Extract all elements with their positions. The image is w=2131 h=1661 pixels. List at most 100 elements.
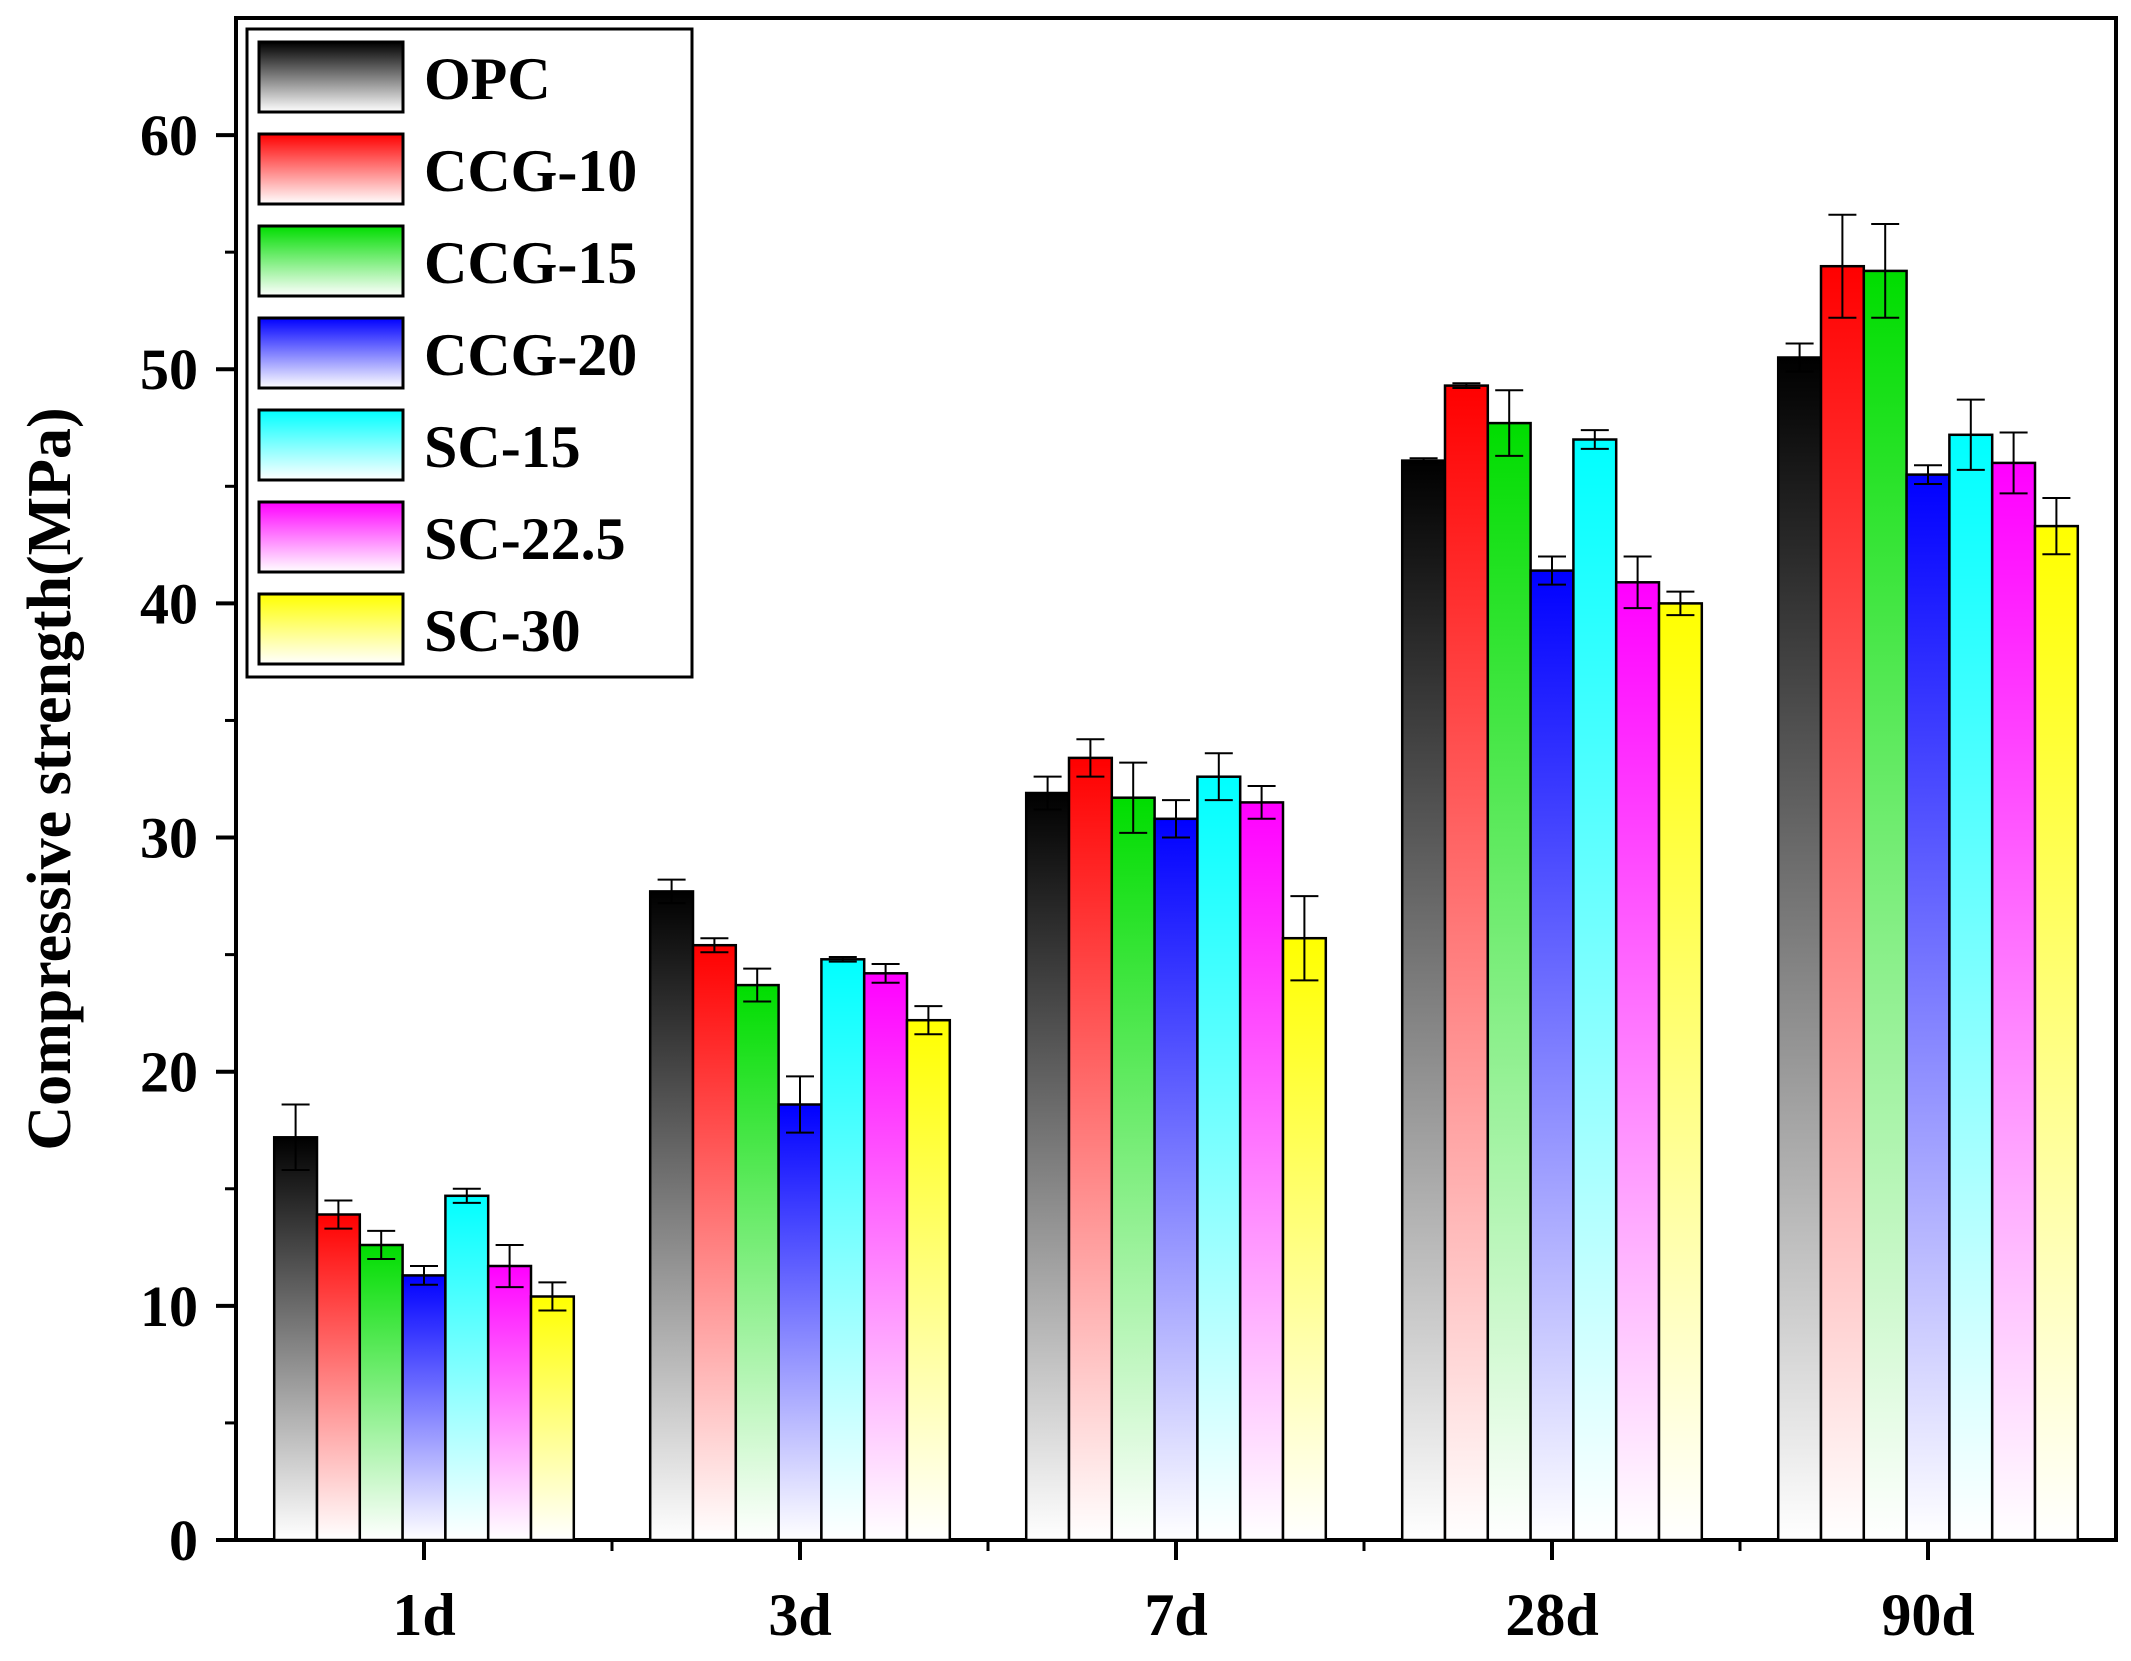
bar-sc-30-90d bbox=[2033, 524, 2080, 1542]
bar-ccg-20-28d bbox=[1529, 569, 1575, 1542]
bar-ccg-20-3d bbox=[777, 1103, 823, 1542]
y-tick-label-40: 40 bbox=[140, 571, 198, 636]
legend-label-ccg-15: CCG-15 bbox=[424, 230, 637, 296]
bar-opc-1d bbox=[272, 1136, 319, 1542]
bar-ccg-10-1d bbox=[315, 1213, 362, 1542]
error-bar-ccg-20-3d bbox=[786, 1075, 814, 1134]
bar-sc-15-28d bbox=[1572, 438, 1618, 1542]
bar-sc-22-5-90d bbox=[1990, 461, 2037, 1542]
legend-label-sc-15: SC-15 bbox=[424, 414, 581, 480]
legend-swatch-opc bbox=[257, 40, 405, 114]
error-bar-sc-22-5-1d bbox=[495, 1243, 524, 1289]
legend-swatch-ccg-10 bbox=[257, 132, 405, 206]
error-bar-opc-3d bbox=[657, 878, 686, 905]
bar-ccg-15-1d bbox=[358, 1243, 404, 1542]
legend-label-opc: OPC bbox=[424, 46, 551, 112]
x-tick-label-1d: 1d bbox=[392, 1582, 455, 1648]
legend-swatch-ccg-20 bbox=[257, 316, 405, 390]
x-tick-label-7d: 7d bbox=[1144, 1582, 1207, 1648]
error-bar-ccg-15-28d bbox=[1495, 389, 1524, 457]
bar-opc-3d bbox=[648, 890, 695, 1542]
error-bar-sc-15-1d bbox=[452, 1187, 481, 1204]
bar-sc-22-5-1d bbox=[486, 1264, 533, 1542]
legend-label-sc-22-5: SC-22.5 bbox=[424, 506, 626, 572]
legend-swatch-sc-22-5 bbox=[257, 500, 405, 574]
y-tick-label-10: 10 bbox=[140, 1274, 198, 1339]
x-tick-label-90d: 90d bbox=[1881, 1582, 1974, 1648]
bar-sc-15-1d bbox=[444, 1194, 490, 1542]
bar-sc-30-3d bbox=[905, 1018, 952, 1542]
axes-layer: 1d 3d 7d 28d 90d 0 10 20 30 40 50 60 bbox=[140, 103, 1975, 1648]
error-bar-opc-28d bbox=[1409, 457, 1438, 464]
error-bar-sc-22-5-28d bbox=[1623, 555, 1652, 610]
legend-swatch-sc-15 bbox=[257, 408, 405, 482]
bar-ccg-10-90d bbox=[1819, 264, 1866, 1542]
y-tick-label-0: 0 bbox=[169, 1508, 198, 1573]
error-bar-ccg-10-28d bbox=[1452, 382, 1481, 389]
error-bar-ccg-10-3d bbox=[700, 937, 729, 954]
bars-layer bbox=[272, 264, 2080, 1542]
error-bar-sc-30-3d bbox=[914, 1005, 943, 1036]
bar-sc-22-5-28d bbox=[1614, 581, 1661, 1542]
bar-sc-15-7d bbox=[1196, 775, 1242, 1542]
error-bar-ccg-20-1d bbox=[410, 1265, 438, 1286]
error-bar-sc-30-90d bbox=[2042, 497, 2071, 556]
error-bar-sc-15-90d bbox=[1956, 398, 1985, 471]
bar-sc-22-5-3d bbox=[862, 972, 909, 1542]
y-tick-label-60: 60 bbox=[140, 103, 198, 168]
legend-label-ccg-20: CCG-20 bbox=[424, 322, 637, 388]
legend-swatch-ccg-15 bbox=[257, 224, 405, 298]
error-bar-ccg-10-7d bbox=[1076, 738, 1105, 778]
error-bar-ccg-15-1d bbox=[367, 1229, 396, 1261]
y-axis-title: Compressive strength(MPa) bbox=[16, 407, 84, 1150]
error-bar-sc-22-5-90d bbox=[1999, 431, 2028, 495]
legend-label-sc-30: SC-30 bbox=[424, 598, 581, 664]
legend: OPC CCG-10 CCG-15 CCG-20 SC-15 SC-22.5 SC-30 bbox=[245, 27, 694, 679]
error-bar-sc-15-7d bbox=[1204, 752, 1233, 802]
error-bar-ccg-15-90d bbox=[1871, 223, 1900, 319]
bar-sc-30-1d bbox=[529, 1295, 576, 1542]
bar-sc-30-28d bbox=[1657, 602, 1704, 1542]
bar-ccg-20-7d bbox=[1153, 817, 1199, 1542]
error-bar-sc-30-7d bbox=[1290, 895, 1319, 982]
error-bar-ccg-20-90d bbox=[1914, 464, 1942, 485]
y-tick-label-50: 50 bbox=[140, 337, 198, 402]
y-tick-label-20: 20 bbox=[140, 1040, 198, 1105]
y-tick-label-30: 30 bbox=[140, 806, 198, 871]
error-bar-opc-90d bbox=[1785, 342, 1814, 373]
error-bar-sc-30-28d bbox=[1666, 590, 1695, 617]
error-bar-ccg-10-90d bbox=[1828, 213, 1857, 319]
error-bar-sc-22-5-3d bbox=[871, 962, 900, 984]
error-bar-ccg-15-7d bbox=[1119, 761, 1148, 834]
bar-ccg-10-3d bbox=[691, 943, 738, 1542]
bar-sc-22-5-7d bbox=[1238, 801, 1285, 1542]
error-bar-sc-22-5-7d bbox=[1247, 785, 1276, 820]
error-bar-ccg-10-1d bbox=[324, 1199, 353, 1230]
legend-swatch-sc-30 bbox=[257, 592, 405, 666]
bar-opc-7d bbox=[1024, 791, 1071, 1542]
bar-ccg-15-3d bbox=[734, 983, 780, 1542]
bar-ccg-20-1d bbox=[401, 1274, 447, 1542]
bar-sc-30-7d bbox=[1281, 936, 1328, 1542]
error-bar-sc-15-28d bbox=[1580, 429, 1609, 450]
bar-ccg-15-90d bbox=[1862, 269, 1908, 1542]
bar-sc-15-90d bbox=[1948, 433, 1994, 1542]
bar-ccg-10-28d bbox=[1443, 384, 1490, 1542]
bar-opc-28d bbox=[1400, 459, 1447, 1542]
error-bar-opc-1d bbox=[281, 1103, 310, 1172]
bar-opc-90d bbox=[1776, 356, 1823, 1542]
error-bar-sc-15-3d bbox=[828, 955, 857, 963]
x-tick-label-28d: 28d bbox=[1505, 1582, 1598, 1648]
bar-sc-15-3d bbox=[820, 958, 866, 1542]
error-bar-opc-7d bbox=[1033, 775, 1062, 811]
error-bar-sc-30-1d bbox=[538, 1281, 567, 1312]
error-bar-ccg-15-3d bbox=[743, 967, 772, 1003]
bar-ccg-15-7d bbox=[1110, 796, 1156, 1542]
bar-ccg-10-7d bbox=[1067, 756, 1114, 1542]
bar-ccg-15-28d bbox=[1486, 421, 1532, 1542]
error-bar-ccg-20-7d bbox=[1162, 799, 1190, 839]
error-bar-ccg-20-28d bbox=[1538, 555, 1566, 586]
x-tick-label-3d: 3d bbox=[768, 1582, 831, 1648]
legend-label-ccg-10: CCG-10 bbox=[424, 138, 637, 204]
